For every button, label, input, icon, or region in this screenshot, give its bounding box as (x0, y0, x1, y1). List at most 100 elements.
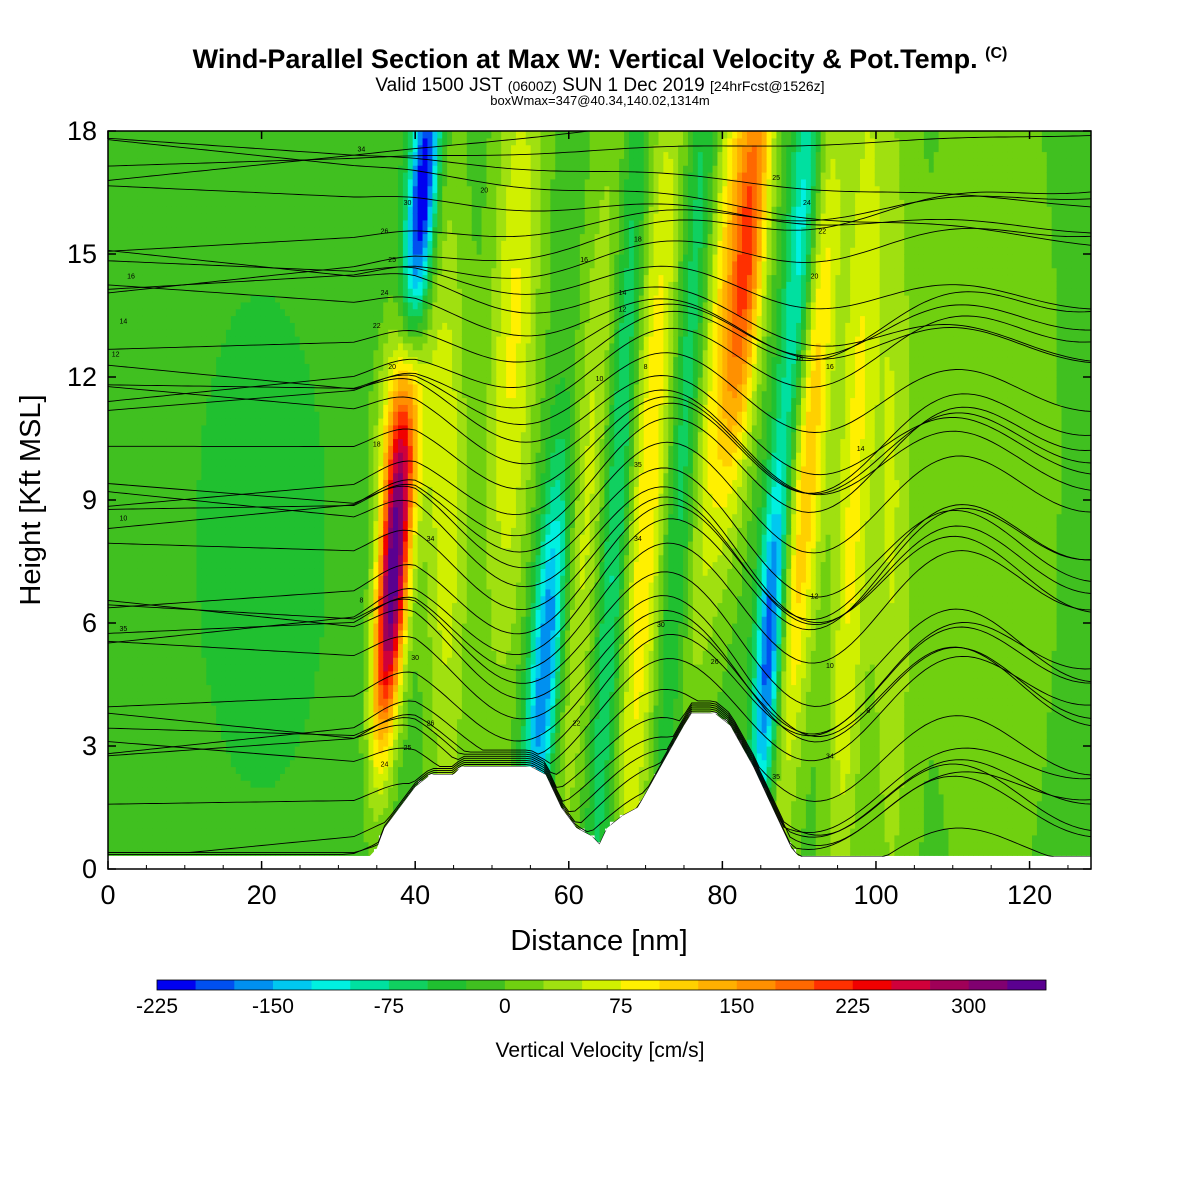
contour-label: 10 (596, 376, 604, 383)
contour-label: 10 (826, 663, 834, 670)
theta-contour (108, 291, 1091, 402)
colorbar-swatch (543, 980, 583, 990)
y-tick-label: 3 (82, 731, 97, 761)
theta-contour (108, 622, 1091, 755)
contour-label: 18 (795, 356, 803, 363)
theta-contour (108, 406, 1091, 537)
theta-contour (108, 704, 1091, 846)
colorbar-tick-label: 225 (835, 995, 870, 1018)
theta-contour (108, 441, 1091, 554)
contour-label: 24 (381, 762, 389, 769)
contour-label: 14 (857, 446, 865, 453)
colorbar-swatch (388, 980, 428, 990)
theta-contour (108, 137, 1091, 208)
contour-label: 8 (644, 364, 648, 371)
contour-label: 30 (411, 655, 419, 662)
contour-label: 35 (634, 462, 642, 469)
contour-label: 30 (657, 622, 665, 629)
colorbar-swatch (582, 980, 622, 990)
theta-contour (108, 185, 1091, 234)
x-tick-label: 40 (400, 880, 430, 910)
colorbar-swatch (466, 980, 506, 990)
colorbar: -225 -150 -75 0 75 150 225 300 Vertical Velocity… (136, 979, 1047, 1062)
contour-label: 34 (427, 536, 435, 543)
contour-label: 35 (772, 774, 780, 781)
contour-label: 10 (119, 516, 127, 523)
contour-label: 22 (373, 323, 381, 330)
theta-contour (108, 706, 1091, 838)
theta-contour (108, 315, 1091, 411)
theta-contours: 34 30 26 25 24 22 20 18 16 14 12 10 8 35 34 30 26 25 24 22 2… (108, 131, 1091, 858)
colorbar-swatch (272, 980, 312, 990)
x-axis-label: Distance [nm] (510, 925, 687, 957)
contour-label: 25 (388, 257, 396, 264)
contour-label: 24 (381, 290, 389, 297)
x-tick-label: 120 (1007, 880, 1052, 910)
colorbar-swatch (1007, 980, 1047, 990)
theta-contour (108, 610, 1091, 743)
contour-label: 25 (772, 175, 780, 182)
colorbar-tick-label: 300 (951, 995, 986, 1018)
theta-contour (108, 393, 1091, 516)
theta-contour (108, 619, 1091, 742)
colorbar-swatch (698, 980, 738, 990)
colorbar-swatch (234, 980, 274, 990)
theta-contour (108, 303, 1091, 363)
chart-title: Wind-Parallel Section at Max W: Vertical… (0, 44, 1200, 75)
colorbar-tick-label: 75 (609, 995, 632, 1018)
colorbar-swatch (852, 980, 892, 990)
theta-contour (108, 708, 1091, 854)
y-tick-label: 18 (67, 116, 97, 146)
colorbar-swatch (736, 980, 776, 990)
x-tick-label: 80 (707, 880, 737, 910)
colorbar-swatch (968, 980, 1008, 990)
colorbar-swatch (311, 980, 351, 990)
contour-label: 30 (404, 200, 412, 207)
colorbar-swatch (659, 980, 699, 990)
x-tick-label: 60 (554, 880, 584, 910)
contour-label: 16 (580, 257, 588, 264)
theta-contour (108, 191, 1091, 294)
contour-label: 18 (634, 237, 642, 244)
contour-label: 14 (119, 319, 127, 326)
theta-contour (108, 135, 1091, 167)
theta-contour (108, 386, 1091, 496)
contour-label: 34 (826, 753, 834, 760)
contour-label: 8 (359, 598, 363, 605)
colorbar-frame (156, 979, 1047, 991)
axes: 0 20 40 60 80 100 120 0 3 6 9 12 15 18 Distance [nm] He… (15, 116, 1091, 957)
x-tick-label: 100 (853, 880, 898, 910)
y-tick-label: 12 (67, 362, 97, 392)
colorbar-swatch (891, 980, 931, 990)
contour-label: 34 (358, 147, 366, 154)
contour-label: 26 (381, 229, 389, 236)
x-tick-label: 0 (100, 880, 115, 910)
x-tick-label: 20 (247, 880, 277, 910)
contour-label: 12 (112, 352, 120, 359)
contour-label: 20 (811, 274, 819, 281)
colorbar-swatch (620, 980, 660, 990)
theta-contour (108, 702, 1091, 836)
colorbar-label: Vertical Velocity [cm/s] (496, 1039, 705, 1062)
colorbar-tick-label: -225 (136, 995, 178, 1018)
colorbar-swatch (350, 980, 390, 990)
y-tick-label: 15 (67, 239, 97, 269)
colorbar-swatch (814, 980, 854, 990)
theta-contour (108, 284, 1091, 364)
contour-label: 26 (711, 659, 719, 666)
colorbar-tick-label: -75 (374, 995, 404, 1018)
theta-contour (108, 139, 1091, 246)
contour-label: 20 (388, 364, 396, 371)
theta-contour (108, 507, 1091, 656)
contour-label: 16 (826, 364, 834, 371)
theta-contour (108, 571, 1091, 707)
chart-boxinfo: boxWmax=347@40.34,140.02,1314m (0, 93, 1200, 108)
contour-label: 22 (818, 229, 826, 236)
contour-label: 12 (811, 593, 819, 600)
contour-label: 26 (427, 721, 435, 728)
contour-label: 25 (404, 745, 412, 752)
contour-label: 22 (573, 721, 581, 728)
contour-label: 24 (803, 200, 811, 207)
chart-subtitle: Valid 1500 JST (0600Z) SUN 1 Dec 2019 [2… (0, 75, 1200, 97)
